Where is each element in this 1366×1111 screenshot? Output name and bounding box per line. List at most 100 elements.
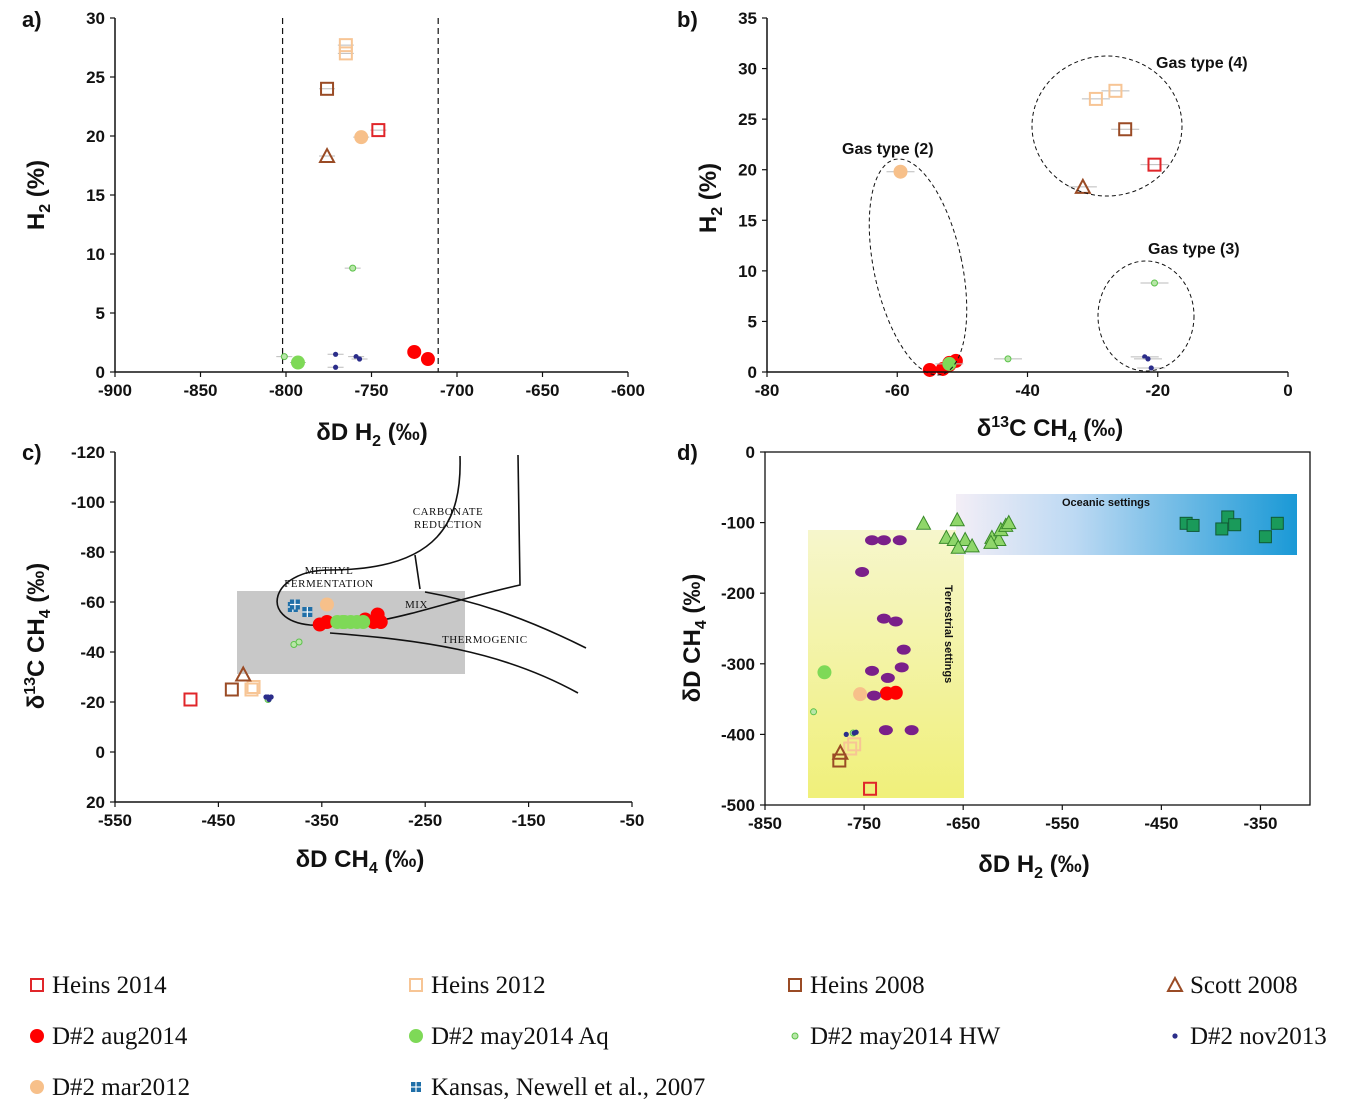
ytick-label-a-5: 25 (86, 68, 105, 87)
series-d-d-2-may2014-aq (817, 665, 832, 680)
legend-item-d-2-may2014-hw: D#2 may2014 HW (791, 1023, 1001, 1050)
legend-item-d-2-aug2014: D#2 aug2014 (30, 1023, 188, 1050)
point-a-d-2-nov2013-0 (332, 351, 339, 357)
legend-marker-d-2-nov2013 (1172, 1033, 1178, 1039)
ytick-label-b-7: 35 (738, 9, 757, 28)
ylabel-c: δ13C CH4 (‰) (22, 563, 54, 710)
ylabel-d: δD CH4 (‰) (679, 574, 710, 703)
point-d-other-data-oceanic-triangles-5 (950, 539, 967, 554)
xlabel-b: δ13C CH4 (‰) (977, 414, 1124, 446)
legend-label-d-2-may2014-aq: D#2 may2014 Aq (431, 1023, 609, 1050)
ytick-label-a-1: 5 (96, 304, 105, 323)
point-d-other-data-oceanic-triangles-6 (964, 537, 980, 553)
point-a-d-2-nov2013-3 (332, 364, 339, 370)
terrestrial-label: Terrestrial settings (942, 585, 954, 683)
plot-area-a (115, 18, 628, 372)
point-d-d-2-mar2012-0 (853, 687, 868, 702)
ylabel-b: H2 (%) (695, 163, 726, 233)
point-a-d-2-aug2014-0 (407, 344, 422, 359)
boundary-divider (414, 554, 421, 590)
point-d-other-data-oceanic-squares-6 (1270, 516, 1284, 530)
series-c-heins-2014 (183, 692, 198, 707)
ytick-label-a-2: 10 (86, 245, 105, 264)
series-b-d-2-may2014-hw (993, 279, 1169, 363)
point-c-d-2-may2014-aq-5 (335, 615, 350, 629)
boundary-upper (276, 454, 521, 627)
xtick-label-b-0: -80 (755, 381, 780, 400)
point-c-scott-2008-0 (234, 665, 252, 682)
point-d-other-data-oceanic-squares-4 (1228, 518, 1242, 532)
ytick-label-d-1: -100 (721, 514, 755, 533)
xtick-label-b-2: -40 (1015, 381, 1040, 400)
point-b-heins-2012-0 (1088, 91, 1103, 106)
series-d-heins-2008 (832, 753, 847, 768)
point-c-heins-2012-0 (246, 680, 261, 694)
chart-d: Oceanic settings Terrestrial settings -8… (679, 443, 1311, 882)
point-c-d-2-may2014-aq-4 (356, 615, 371, 629)
point-d-other-data-terrestrial-7 (865, 665, 880, 676)
ytick-label-d-5: -500 (721, 796, 755, 815)
ytick-label-c-2: -80 (80, 543, 105, 562)
xtick-label-a-5: -650 (525, 381, 559, 400)
point-a-d-2-nov2013-2 (356, 356, 363, 362)
point-d-other-data-oceanic-triangles-11 (1000, 514, 1017, 530)
legend-marker-d-2-may2014-hw (791, 1032, 799, 1040)
xtick-label-a-0: -900 (98, 381, 132, 400)
point-a-heins-2012-1 (338, 46, 353, 61)
point-b-d-2-may2014-hw-1 (1004, 355, 1012, 363)
point-c-kansas-newell-et-al-2007-1 (302, 607, 313, 617)
point-c-heins-2014-0 (183, 692, 198, 707)
gas-type-3-ellipse (1097, 260, 1195, 372)
legend-label-heins-2014: Heins 2014 (52, 972, 167, 999)
series-b-d-2-mar2012 (886, 164, 915, 179)
gas-type-2-ellipse (868, 158, 968, 376)
ytick-label-b-6: 30 (738, 60, 757, 79)
series-b-d-2-nov2013 (1130, 354, 1166, 371)
gas-type-4-label: Gas type (4) (1156, 55, 1248, 72)
series-a-d-2-mar2012 (353, 130, 370, 145)
xtick-label-d-4: -450 (1144, 814, 1178, 833)
series-b-heins-2014 (1140, 157, 1169, 172)
series-c-kansas-newell-et-al-2007 (287, 599, 313, 617)
point-d-other-data-terrestrial-1 (876, 535, 891, 546)
legend-marker-heins-2008 (788, 978, 802, 992)
ytick-label-c-7: 20 (86, 793, 105, 812)
legend-label-d-2-aug2014: D#2 aug2014 (52, 1023, 188, 1050)
series-a-heins-2014 (370, 123, 387, 138)
point-a-d-2-aug2014-1 (420, 352, 435, 367)
point-d-other-data-terrestrial-11 (878, 725, 893, 736)
point-a-heins-2012-0 (338, 38, 353, 53)
ytick-label-c-4: -40 (80, 643, 105, 662)
xlabel-d: δD H2 (‰) (978, 851, 1089, 882)
series-d-other-data-terrestrial (855, 535, 919, 736)
terrestrial-region (808, 530, 964, 798)
xtick-label-a-3: -750 (354, 381, 388, 400)
point-a-scott-2008-0 (318, 146, 336, 164)
ytick-label-b-5: 25 (738, 110, 757, 129)
point-d-other-data-oceanic-triangles-1 (949, 511, 966, 527)
legend-marker-scott-2008 (1166, 975, 1184, 992)
xtick-label-d-0: -850 (748, 814, 782, 833)
ytick-label-c-5: -20 (80, 693, 105, 712)
legend-item-d-2-nov2013: D#2 nov2013 (1172, 1023, 1327, 1050)
point-b-d-2-nov2013-2 (1148, 365, 1154, 371)
ytick-label-d-3: -300 (721, 655, 755, 674)
series-c-d-2-may2014-aq (330, 615, 371, 629)
boundary-thermo-lower (329, 632, 579, 694)
ylabel-a: H2 (%) (23, 160, 54, 230)
point-b-d-2-nov2013-1 (1145, 356, 1151, 362)
point-c-d-2-mar2012-0 (319, 597, 334, 612)
series-c-scott-2008 (234, 665, 252, 682)
ytick-label-a-4: 20 (86, 127, 105, 146)
point-b-d-2-mar2012-0 (893, 164, 908, 179)
point-d-other-data-oceanic-squares-1 (1186, 518, 1200, 532)
point-c-d-2-aug2014-5 (366, 615, 381, 629)
ytick-label-d-2: -200 (721, 584, 755, 603)
region-mix: MIX (405, 599, 428, 611)
xtick-label-c-3: -250 (408, 811, 442, 830)
xtick-label-d-5: -350 (1243, 814, 1277, 833)
point-a-d-2-may2014-hw-1 (280, 353, 288, 361)
ytick-label-c-3: -60 (80, 593, 105, 612)
point-d-heins-2014-0 (863, 781, 878, 796)
point-a-d-2-may2014-hw-0 (349, 264, 357, 272)
